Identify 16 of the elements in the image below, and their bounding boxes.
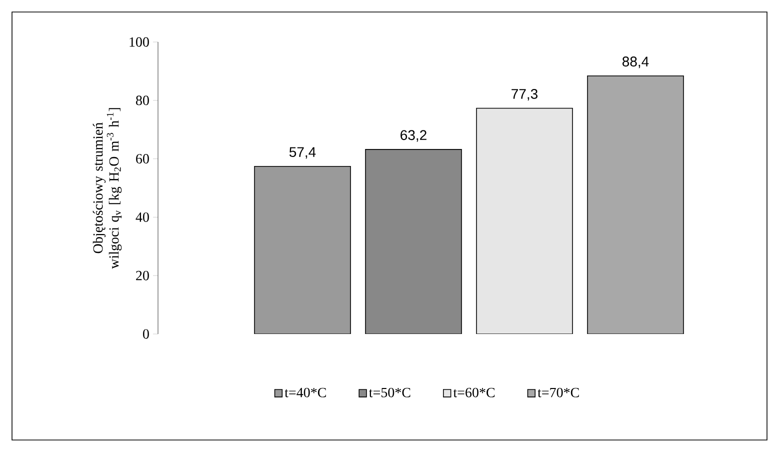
data-label: 63,2 (400, 130, 426, 142)
y-tick-label: 40 (136, 212, 149, 222)
y-tick-label: 20 (136, 270, 149, 280)
legend-label: t=50*C (369, 388, 410, 398)
data-label: 77,3 (512, 88, 538, 101)
bar (254, 166, 351, 334)
bar (476, 108, 573, 334)
y-tick-label: 100 (130, 37, 149, 47)
data-label: 57,4 (289, 147, 316, 159)
legend-label: t=40*C (284, 388, 326, 398)
legend-label: t=60*C (453, 388, 495, 398)
legend-label: t=70*C (538, 388, 579, 398)
y-tick-label: 80 (136, 96, 149, 106)
y-tick-label: 0 (143, 329, 149, 339)
y-tick-label: 60 (136, 154, 149, 164)
data-label: 88,4 (622, 56, 649, 68)
